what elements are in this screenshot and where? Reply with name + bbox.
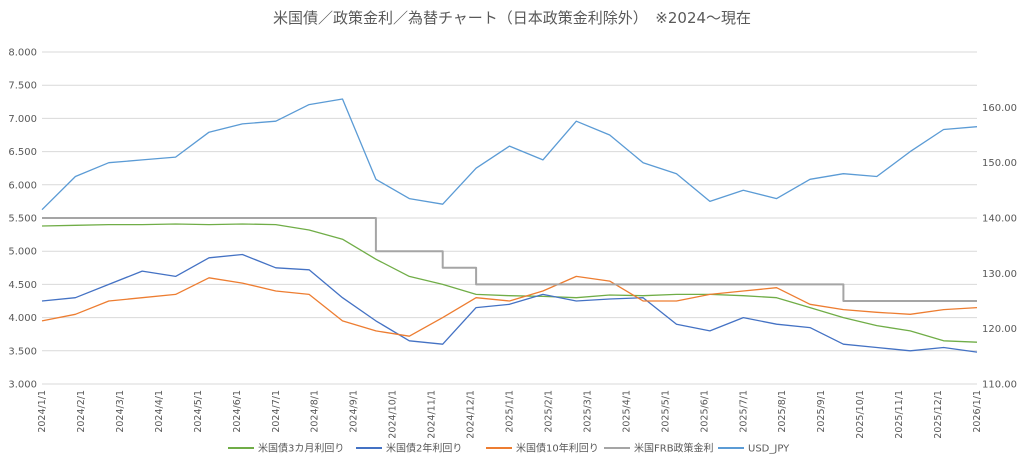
legend-label: 米国FRB政策金利 — [634, 442, 714, 455]
x-tick-label: 2024/9/1 — [349, 390, 360, 433]
x-tick-label: 2024/4/1 — [154, 390, 165, 433]
right-tick-label: 130.00 — [982, 269, 1017, 280]
right-tick-label: 150.00 — [982, 158, 1017, 169]
x-tick-label: 2024/12/1 — [466, 390, 477, 439]
x-tick-label: 2024/10/1 — [388, 390, 399, 439]
x-tick-label: 2025/7/1 — [738, 390, 749, 433]
right-axis-tick-labels: 110.00 120.00 130.00 140.00 150.00 160.00 — [982, 103, 1017, 391]
legend-label: 米国債3カ月利回り — [258, 442, 344, 455]
x-tick-label: 2026/1/1 — [972, 390, 983, 433]
legend-label: USD_JPY — [748, 444, 790, 455]
series-line-4 — [41, 98, 978, 211]
left-tick-label: 4.500 — [8, 280, 37, 291]
x-tick-label: 2024/2/1 — [76, 390, 87, 433]
left-tick-label: 4.000 — [8, 313, 37, 324]
legend-label: 米国債10年利回り — [516, 442, 599, 455]
right-tick-label: 110.00 — [982, 380, 1017, 391]
series-lines — [41, 98, 978, 353]
left-tick-label: 3.500 — [8, 346, 37, 357]
legend: 米国債3カ月利回り 米国債2年利回り 米国債10年利回り 米国FRB政策金利 USD_J… — [228, 442, 790, 455]
x-tick-label: 2025/6/1 — [699, 390, 710, 433]
x-axis-tick-labels: 2024/1/1 2024/2/1 2024/3/1 2024/4/1 2024/5/1… — [37, 390, 983, 439]
left-tick-label: 7.500 — [8, 81, 37, 92]
x-tick-label: 2025/11/1 — [894, 390, 905, 439]
x-tick-label: 2024/1/1 — [37, 390, 48, 433]
x-tick-label: 2024/6/1 — [232, 390, 243, 433]
x-tick-label: 2025/9/1 — [816, 390, 827, 433]
chart-title: 米国債／政策金利／為替チャート（日本政策金利除外） ※2024～現在 — [273, 9, 751, 27]
x-tick-label: 2024/7/1 — [271, 390, 282, 433]
legend-label: 米国債2年利回り — [386, 442, 462, 455]
x-tick-label: 2024/3/1 — [115, 390, 126, 433]
x-tick-label: 2024/8/1 — [310, 390, 321, 433]
x-tick-label: 2025/2/1 — [543, 390, 554, 433]
left-axis-tick-labels: 3.000 3.500 4.000 4.500 5.000 5.500 6.000 6.500… — [8, 48, 37, 391]
series-line-1 — [41, 253, 978, 353]
series-line-3 — [42, 217, 977, 302]
left-tick-label: 3.000 — [8, 380, 37, 391]
right-tick-label: 160.00 — [982, 103, 1017, 114]
left-tick-label: 6.000 — [8, 180, 37, 191]
left-tick-label: 5.500 — [8, 214, 37, 225]
x-tick-label: 2025/4/1 — [621, 390, 632, 433]
x-tick-label: 2025/1/1 — [505, 390, 516, 433]
left-tick-label: 7.000 — [8, 114, 37, 125]
right-tick-label: 140.00 — [982, 214, 1017, 225]
x-tick-label: 2025/12/1 — [933, 390, 944, 439]
left-tick-label: 5.000 — [8, 247, 37, 258]
right-tick-label: 120.00 — [982, 324, 1017, 335]
left-tick-label: 6.500 — [8, 147, 37, 158]
x-tick-label: 2024/11/1 — [427, 390, 438, 439]
x-tick-label: 2024/5/1 — [193, 390, 204, 433]
x-tick-label: 2025/3/1 — [582, 390, 593, 433]
x-tick-label: 2025/5/1 — [660, 390, 671, 433]
x-tick-label: 2025/10/1 — [855, 390, 866, 439]
left-tick-label: 8.000 — [8, 48, 37, 59]
series-line-0 — [41, 223, 978, 343]
series-line-2 — [41, 275, 978, 337]
x-tick-label: 2025/8/1 — [777, 390, 788, 433]
